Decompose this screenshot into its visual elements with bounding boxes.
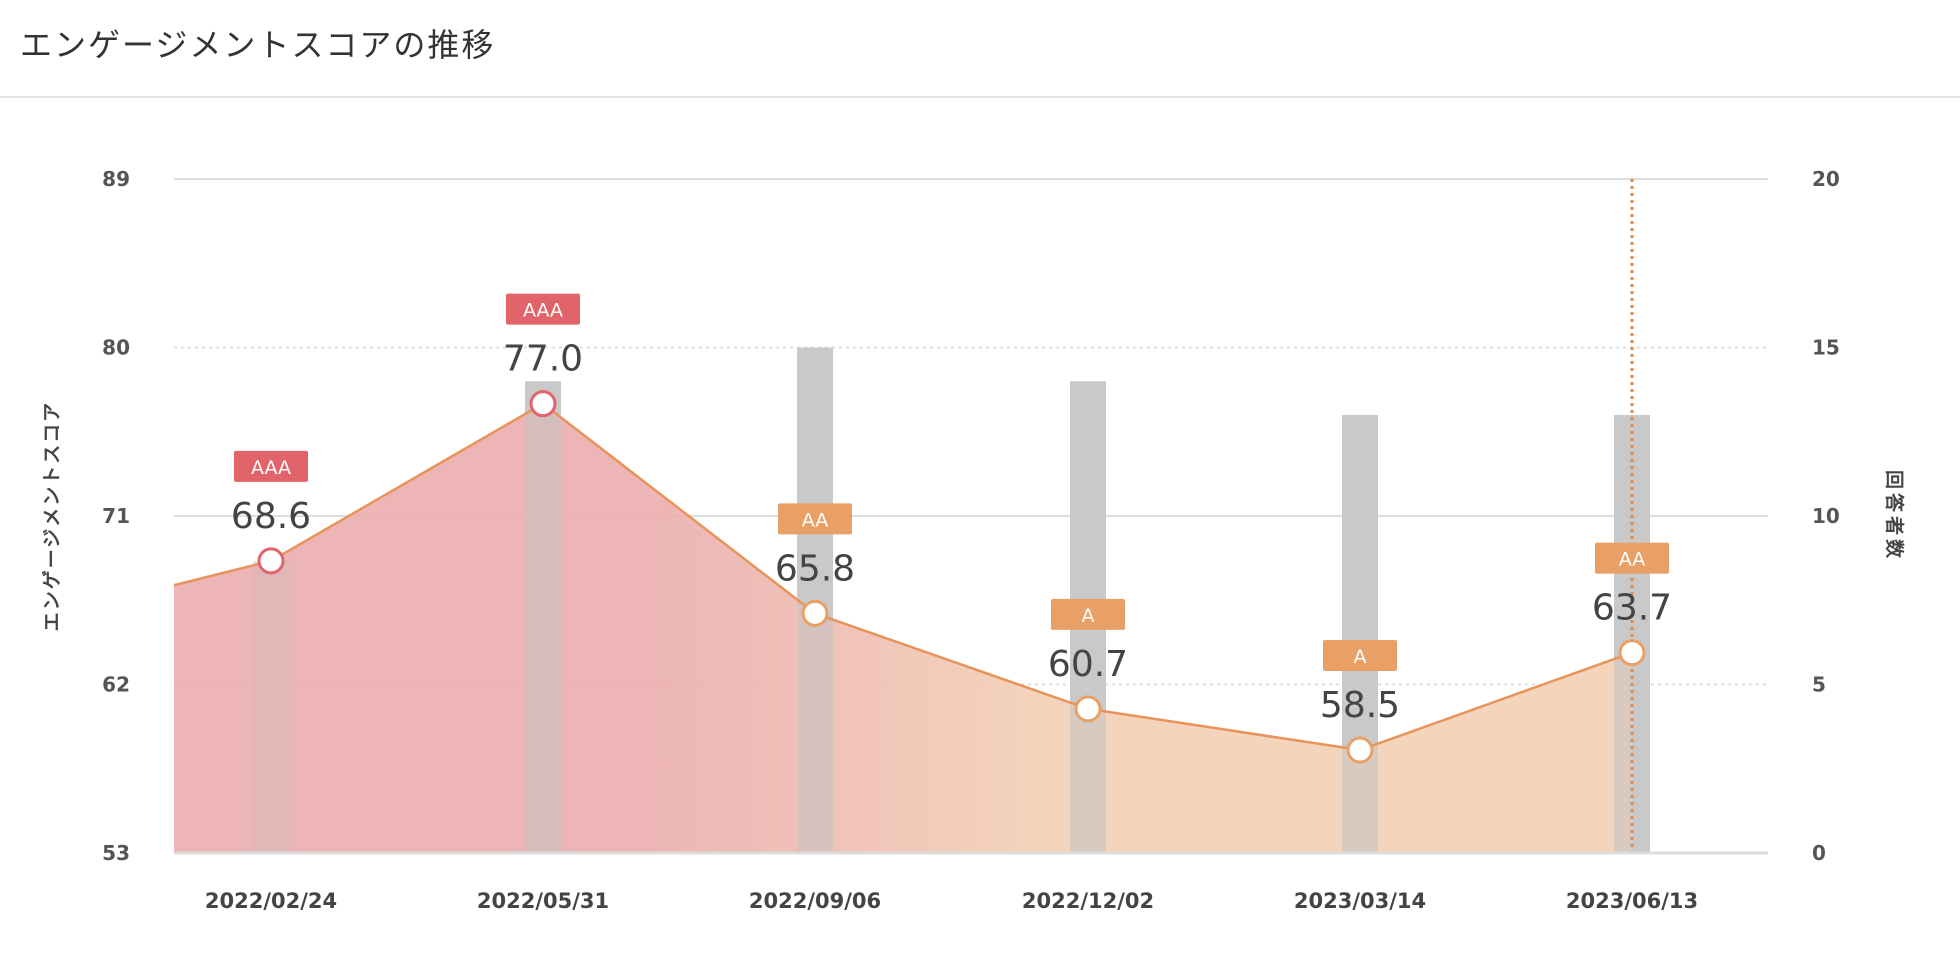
y-tick-label: 62 <box>102 673 130 697</box>
x-tick-label: 2022/02/24 <box>205 889 337 913</box>
axis-layer: 53 62 71 80 89 0 5 10 15 20 2022/02/24 2022/05/31 20… <box>41 167 1906 913</box>
grade-badge-label: A <box>1082 605 1095 627</box>
grade-badge <box>234 450 308 482</box>
data-point <box>1618 639 1646 667</box>
value-label: 60.7 <box>1048 644 1128 685</box>
y2-tick-label: 15 <box>1812 336 1840 360</box>
header: エンゲージメントスコアの推移 <box>0 0 1960 98</box>
data-point <box>801 599 829 627</box>
score-area-overlay <box>174 403 1632 853</box>
grade-badge <box>506 293 580 325</box>
grade-badge-label: A <box>1354 646 1367 668</box>
page-title: エンゲージメントスコアの推移 <box>20 26 496 64</box>
grade-badge <box>778 503 852 535</box>
x-tick-label: 2023/03/14 <box>1294 889 1426 913</box>
y2-tick-label: 5 <box>1812 673 1826 697</box>
value-label: 77.0 <box>503 339 583 380</box>
label-layer: 68.6 AAA 77.0 AAA 65.8 AA 60.7 A 58.5 A 63.7 AA <box>231 293 1672 726</box>
grade-badge-label: AA <box>802 509 829 531</box>
value-label: 58.5 <box>1320 685 1400 726</box>
value-label: 65.8 <box>775 548 855 589</box>
grade-badge-label: AAA <box>523 300 563 322</box>
y2-tick-label: 0 <box>1812 841 1826 865</box>
y-axis-title: エンゲージメントスコア <box>41 401 63 632</box>
x-tick-label: 2022/09/06 <box>749 889 881 913</box>
y2-axis-title: 回答者数 <box>1883 470 1906 562</box>
bar-layer <box>174 179 1650 853</box>
x-tick-label: 2022/05/31 <box>477 889 609 913</box>
data-point <box>1074 695 1102 723</box>
y-tick-label: 53 <box>102 841 130 865</box>
x-tick-label: 2022/12/02 <box>1022 889 1154 913</box>
y2-tick-label: 20 <box>1812 167 1840 191</box>
y-tick-label: 89 <box>102 167 130 191</box>
grade-badge-label: AA <box>1619 549 1646 571</box>
data-point <box>257 547 285 575</box>
grade-badge-label: AAA <box>251 457 291 479</box>
grade-badge <box>1323 640 1397 672</box>
y-tick-label: 71 <box>102 504 130 528</box>
grade-badge <box>1051 598 1125 630</box>
y-tick-label: 80 <box>102 336 130 360</box>
value-label: 68.6 <box>231 496 311 537</box>
y2-tick-label: 10 <box>1812 504 1840 528</box>
marker-layer <box>257 390 1646 764</box>
value-label: 63.7 <box>1592 588 1672 629</box>
data-point <box>529 390 557 418</box>
grade-badge <box>1595 542 1669 574</box>
x-tick-label: 2023/06/13 <box>1566 889 1698 913</box>
data-point <box>1346 736 1374 764</box>
